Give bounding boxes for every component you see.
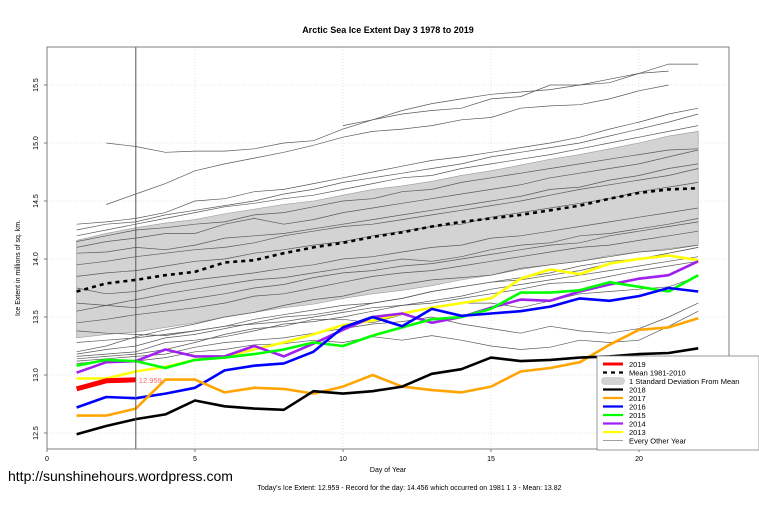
x-tick-label: 15 <box>487 456 495 463</box>
gray-year-line <box>106 70 669 153</box>
axes: 0 5 10 15 20 12.5 13.0 13.5 14.0 14.5 15.0 15.5 <box>33 78 643 463</box>
legend-label: Every Other Year <box>629 437 687 446</box>
y-tick-label: 15.5 <box>33 78 40 92</box>
x-tick-label: 0 <box>45 456 49 463</box>
legend-label: 2015 <box>629 411 646 420</box>
x-axis-label: Day of Year <box>370 467 407 474</box>
legend-box <box>596 355 759 451</box>
y-tick-label: 14.0 <box>33 252 40 266</box>
y-tick-label: 13.5 <box>33 310 40 324</box>
plot-frame <box>46 46 730 450</box>
legend-label: Mean 1981-2010 <box>629 369 686 378</box>
gray-year-line <box>76 247 699 336</box>
legend-swatch <box>601 377 625 385</box>
y-tick-label: 14.5 <box>33 194 40 208</box>
gray-year-line <box>76 218 699 306</box>
series-line-2019 <box>75 377 136 392</box>
std-band <box>76 131 699 339</box>
x-tick-label: 5 <box>193 456 197 463</box>
gray-year-line <box>76 310 699 364</box>
gray-year-line <box>106 84 669 205</box>
gray-year-line <box>76 163 699 254</box>
legend-label: 2018 <box>629 386 646 395</box>
gray-year-line <box>76 256 699 343</box>
y-tick-label: 12.5 <box>33 426 40 440</box>
gray-year-line <box>76 149 699 248</box>
gray-year-line <box>76 244 699 353</box>
series-line-2015 <box>76 274 699 370</box>
gray-year-line <box>76 168 699 266</box>
gray-year-line <box>76 148 699 242</box>
legend-label: 2014 <box>629 420 646 429</box>
gray-year-line <box>76 125 699 237</box>
legend-label: 2017 <box>629 394 646 403</box>
mean-line-group <box>76 186 699 293</box>
y-axis-label: Ice Extent in millions of sq. km. <box>15 220 22 316</box>
y-tick-label: 15.0 <box>33 136 40 150</box>
gray-year-line <box>76 182 699 277</box>
gray-year-line <box>342 63 699 126</box>
gray-year-line <box>76 230 699 324</box>
legend-label: 2013 <box>629 428 646 437</box>
std-band-area <box>76 131 699 339</box>
highlighted-series <box>75 254 699 436</box>
series-line-2018 <box>76 347 699 436</box>
series-line-2016 <box>76 286 699 409</box>
legend-label: 1 Standard Deviation From Mean <box>629 377 739 386</box>
series-line-2017 <box>76 316 699 417</box>
gray-year-line <box>76 221 699 312</box>
current-value-label: 12.959 <box>139 376 162 385</box>
series-line-2014 <box>76 260 699 374</box>
x-tick-label: 20 <box>635 456 643 463</box>
chart-title: Arctic Sea Ice Extent Day 3 1978 to 2019 <box>302 25 474 35</box>
legend-label: 2019 <box>629 360 646 369</box>
x-tick-label: 10 <box>339 456 347 463</box>
current-day-marker: 12.959 <box>135 47 162 449</box>
gray-year-line <box>76 260 699 357</box>
y-tick-label: 13.0 <box>33 368 40 382</box>
footer-note: Today's Ice Extent: 12.959 - Record for … <box>257 485 562 492</box>
legend-label: 2016 <box>629 403 646 412</box>
gray-year-line <box>76 207 699 295</box>
gray-year-line <box>76 107 699 225</box>
gray-year-line <box>76 113 699 231</box>
source-url: http://sunshinehours.wordpress.com <box>8 468 233 484</box>
mean-line <box>76 186 699 293</box>
gray-year-line <box>76 276 699 360</box>
every-other-year-lines <box>76 63 699 364</box>
